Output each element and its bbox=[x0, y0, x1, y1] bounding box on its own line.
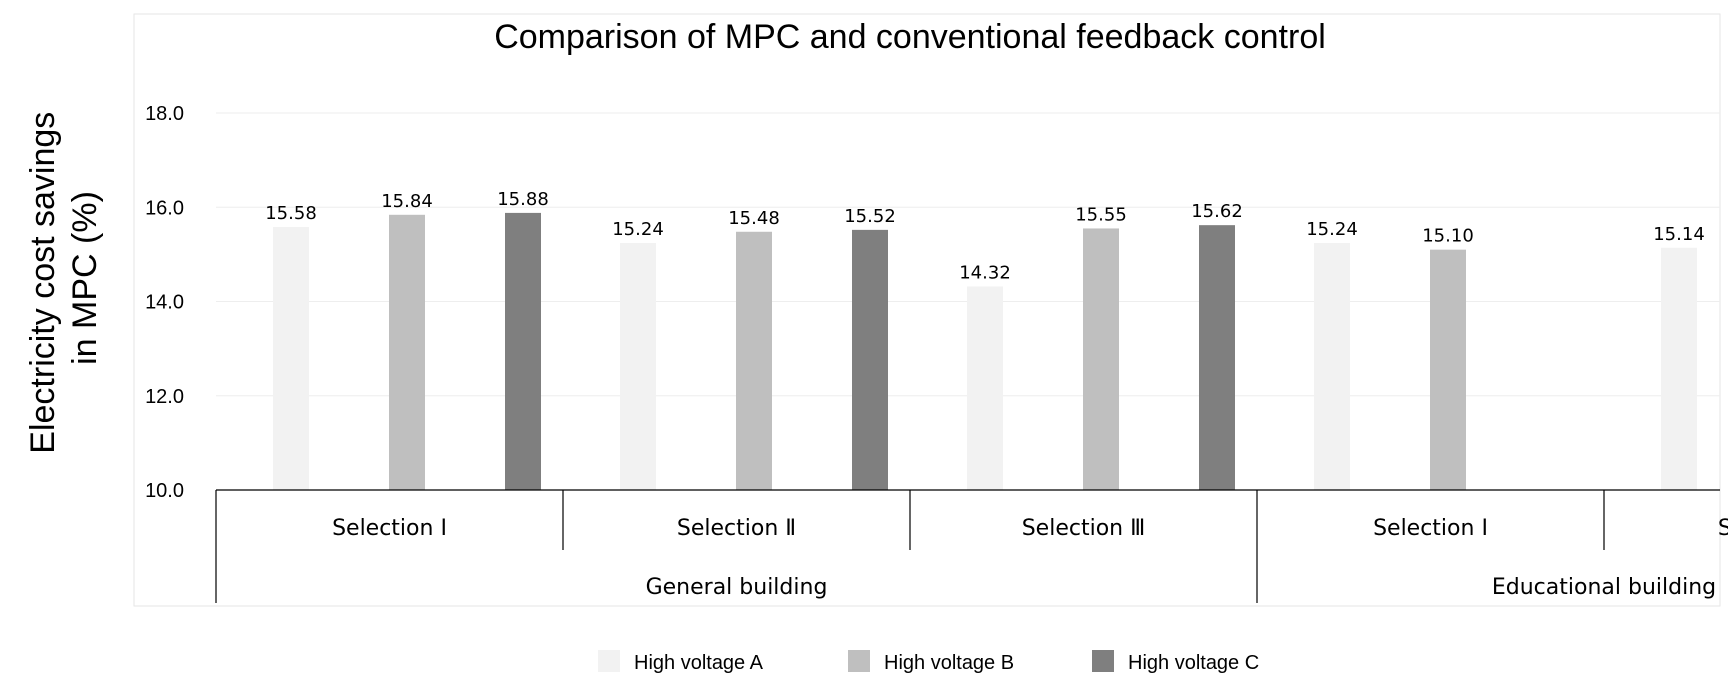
category-label: Selection Ⅰ bbox=[1373, 516, 1488, 541]
chart-area-border bbox=[133, 13, 1721, 607]
category-axis: Selection Ⅰ Selection Ⅱ Selection Ⅲ Selecti… bbox=[215, 489, 1728, 603]
bar bbox=[1083, 228, 1119, 491]
category-label: Selection Ⅱ bbox=[677, 516, 796, 541]
data-label: 15.52 bbox=[844, 206, 896, 227]
data-label: 15.58 bbox=[265, 203, 317, 224]
category-label: Selection Ⅲ bbox=[1022, 516, 1146, 541]
legend: High voltage A High voltage B High voltage… bbox=[598, 650, 1259, 674]
data-label: 15.24 bbox=[612, 219, 664, 240]
legend-label: High voltage B bbox=[884, 652, 1014, 674]
category-label: Selection Ⅱ bbox=[1718, 516, 1728, 541]
data-label: 15.14 bbox=[1653, 224, 1705, 245]
legend-swatch bbox=[598, 650, 620, 672]
group-label: General building bbox=[646, 575, 828, 600]
legend-label: High voltage A bbox=[634, 652, 764, 674]
bar bbox=[1314, 243, 1350, 490]
chart-title: Comparison of MPC and conventional feedb… bbox=[494, 18, 1326, 56]
bar bbox=[1430, 249, 1466, 490]
data-label: 15.62 bbox=[1191, 201, 1243, 222]
y-axis-label-line-2: in MPC (%) bbox=[66, 191, 104, 365]
y-tick-label: 16.0 bbox=[145, 197, 184, 219]
data-label: 15.24 bbox=[1306, 219, 1358, 240]
data-label: 15.84 bbox=[381, 191, 433, 212]
bar bbox=[389, 214, 425, 491]
group-label: Educational building bbox=[1492, 575, 1716, 600]
y-tick-label: 10.0 bbox=[145, 480, 184, 502]
category-label: Selection Ⅰ bbox=[332, 516, 447, 541]
legend-label: High voltage C bbox=[1128, 652, 1259, 674]
data-label: 15.48 bbox=[728, 208, 780, 229]
legend-swatch bbox=[1092, 650, 1114, 672]
data-label: 15.88 bbox=[497, 189, 549, 210]
data-label: 15.55 bbox=[1075, 204, 1127, 225]
bars bbox=[273, 212, 1697, 491]
y-tick-label: 18.0 bbox=[145, 103, 184, 125]
data-label: 15.10 bbox=[1422, 226, 1474, 247]
bar bbox=[273, 227, 309, 491]
y-axis-label-line-1: Electricity cost savings bbox=[24, 112, 62, 454]
bar bbox=[620, 243, 656, 490]
bar bbox=[1661, 247, 1697, 490]
y-tick-label: 14.0 bbox=[145, 292, 184, 314]
bar bbox=[967, 286, 1003, 490]
y-axis-label: Electricity cost savings in MPC (%) bbox=[24, 102, 104, 453]
bar bbox=[1199, 225, 1235, 490]
legend-swatch bbox=[848, 650, 870, 672]
bar bbox=[736, 231, 772, 490]
bar bbox=[505, 212, 541, 490]
data-labels: 15.58 15.84 15.88 15.24 15.48 15.52 14.32 15.55… bbox=[265, 189, 1705, 284]
data-label: 14.32 bbox=[959, 262, 1011, 283]
y-axis-ticks: 10.0 12.0 14.0 16.0 18.0 bbox=[145, 103, 184, 502]
bar bbox=[852, 229, 888, 490]
y-tick-label: 12.0 bbox=[145, 386, 184, 408]
